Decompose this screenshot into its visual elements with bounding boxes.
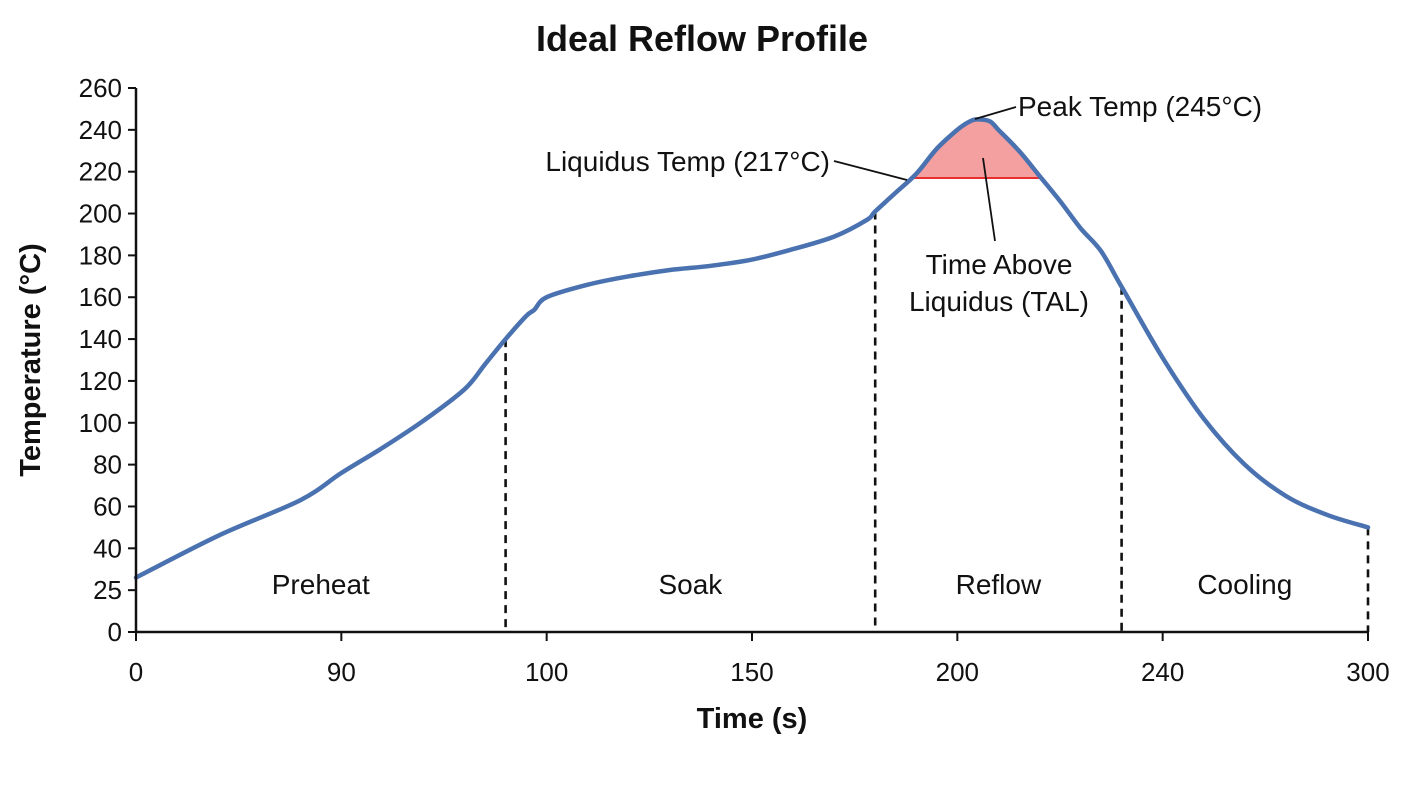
y-tick-label: 100 xyxy=(79,408,122,438)
y-axis-title: Temperature (°C) xyxy=(15,243,47,476)
y-tick-label: 120 xyxy=(79,366,122,396)
phase-boundaries xyxy=(504,211,1370,632)
y-tick-label: 25 xyxy=(93,575,122,605)
x-tick-label: 100 xyxy=(525,657,568,687)
peak-temp-label: Peak Temp (245°C) xyxy=(1018,91,1262,122)
y-tick-label: 0 xyxy=(108,617,122,647)
x-tick-label: 300 xyxy=(1346,657,1389,687)
phase-label: Cooling xyxy=(1197,569,1292,600)
x-tick-label: 90 xyxy=(327,657,356,687)
y-tick-label: 180 xyxy=(79,240,122,270)
tal-leader xyxy=(982,157,996,242)
liquidus-temp-label: Liquidus Temp (217°C) xyxy=(545,146,830,177)
y-tick-label: 40 xyxy=(93,533,122,563)
x-axis-ticks: 0 90 100 150 200 240 300 xyxy=(129,632,1390,687)
y-tick-label: 220 xyxy=(79,157,122,187)
chart-title: Ideal Reflow Profile xyxy=(536,18,868,59)
phase-label: Soak xyxy=(658,569,723,600)
y-tick-label: 80 xyxy=(93,450,122,480)
tal-label-line-2: Liquidus (TAL) xyxy=(909,286,1089,317)
x-tick-label: 240 xyxy=(1141,657,1184,687)
y-tick-label: 260 xyxy=(79,73,122,103)
x-tick-label: 200 xyxy=(936,657,979,687)
x-tick-label: 0 xyxy=(129,657,143,687)
y-tick-label: 140 xyxy=(79,324,122,354)
y-tick-label: 240 xyxy=(79,115,122,145)
y-tick-label: 60 xyxy=(93,491,122,521)
x-tick-label: 150 xyxy=(730,657,773,687)
phase-label: Preheat xyxy=(272,569,370,600)
x-axis-title: Time (s) xyxy=(697,703,808,735)
peak-leader xyxy=(974,106,1017,120)
tal-label-line-1: Time Above xyxy=(926,249,1073,280)
phase-label: Reflow xyxy=(956,569,1042,600)
profile-series-line xyxy=(133,117,1371,580)
phase-labels: Preheat Soak Reflow Cooling xyxy=(272,569,1293,600)
y-tick-label: 160 xyxy=(79,282,122,312)
annotations: Peak Temp (245°C) Liquidus Temp (217°C) … xyxy=(545,91,1262,317)
y-axis-ticks: 0 25 40 60 80 100 120 140 160 180 200 220 240 260 xyxy=(79,73,136,647)
liquidus-leader xyxy=(833,160,908,181)
tal-area xyxy=(911,119,1042,178)
y-tick-label: 200 xyxy=(79,199,122,229)
